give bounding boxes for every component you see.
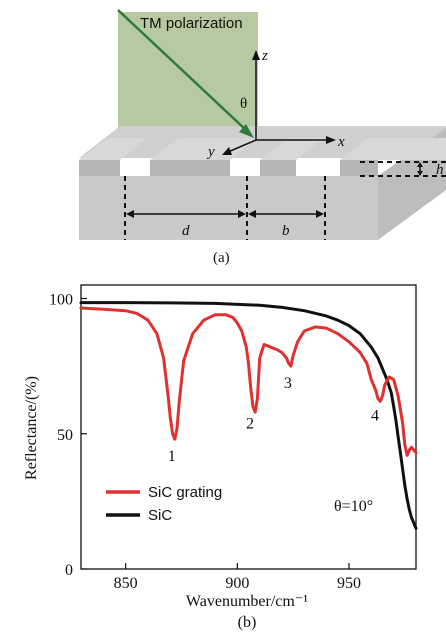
polarization-label: TM polarization (140, 15, 243, 32)
legend: SiC grating SiC (106, 484, 222, 524)
grating-ridge-1-top (79, 138, 147, 160)
panel-a-label: (a) (213, 250, 230, 266)
angle-annotation: θ=10° (334, 498, 373, 515)
axis-y-label: y (206, 144, 215, 160)
series-line-sic-grating (79, 306, 418, 457)
angle-theta-label: θ (240, 96, 247, 112)
height-arrow-head-down (417, 171, 423, 176)
z-axis-arrowhead (252, 50, 260, 60)
peak-label-2: 2 (246, 416, 254, 433)
grating-ridge-4-top (340, 138, 446, 160)
height-h-label: h (436, 162, 444, 178)
x-tick-label-950: 950 (337, 575, 361, 592)
y-tick-label-50: 50 (57, 427, 73, 444)
grating-ridge-4-front (340, 160, 378, 176)
x-tick-label-850: 850 (114, 575, 138, 592)
incident-beam-arrowhead (239, 124, 254, 138)
grating-ridge-3-top (260, 138, 324, 160)
plot-frame (80, 284, 417, 570)
legend-label-sic: SiC (148, 507, 172, 524)
x-axis-title: Wavenumber/cm⁻¹ (186, 593, 308, 610)
incident-beam-arrow (117, 9, 247, 131)
peak-annotations: 1 2 3 4 (168, 375, 379, 465)
grating-ridge-3-front (260, 160, 296, 176)
width-b-arrow-left (248, 210, 256, 218)
grating-ridge-1-front (79, 160, 120, 176)
y-axis-arrowhead (222, 147, 232, 155)
period-d-arrow-right (238, 210, 246, 218)
height-arrow-head-up (417, 162, 423, 167)
axis-ticks: 850 900 950 0 50 100 (49, 292, 361, 592)
peak-label-1: 1 (168, 448, 176, 465)
panel-b-label: (b) (238, 614, 257, 631)
legend-label-sic-grating: SiC grating (148, 484, 222, 501)
period-d-arrow-left (126, 210, 134, 218)
peak-label-4: 4 (371, 408, 379, 425)
period-d-label: d (182, 223, 190, 239)
grating-schematic: TM polarization z x y θ d b h (a) (79, 9, 446, 266)
y-tick-label-100: 100 (49, 292, 73, 309)
axis-z-label: z (261, 48, 268, 64)
y-axis-title: Reflectance/(%) (23, 376, 40, 480)
grating-ridge-2-front (150, 160, 230, 176)
y-tick-label-0: 0 (65, 562, 73, 579)
y-axis-line (227, 139, 257, 153)
axis-x-label: x (337, 134, 345, 150)
x-axis-arrowhead (326, 136, 336, 144)
substrate-front-face (79, 176, 378, 240)
width-b-arrow-right (316, 210, 324, 218)
x-tick-label-900: 900 (225, 575, 249, 592)
series-line-sic (79, 301, 418, 530)
width-b-label: b (282, 223, 290, 239)
series-layer (79, 301, 418, 530)
peak-label-3: 3 (284, 375, 292, 392)
reflectance-chart: 850 900 950 0 50 100 1 2 3 4 Reflectance/(%) Wav… (23, 284, 418, 631)
